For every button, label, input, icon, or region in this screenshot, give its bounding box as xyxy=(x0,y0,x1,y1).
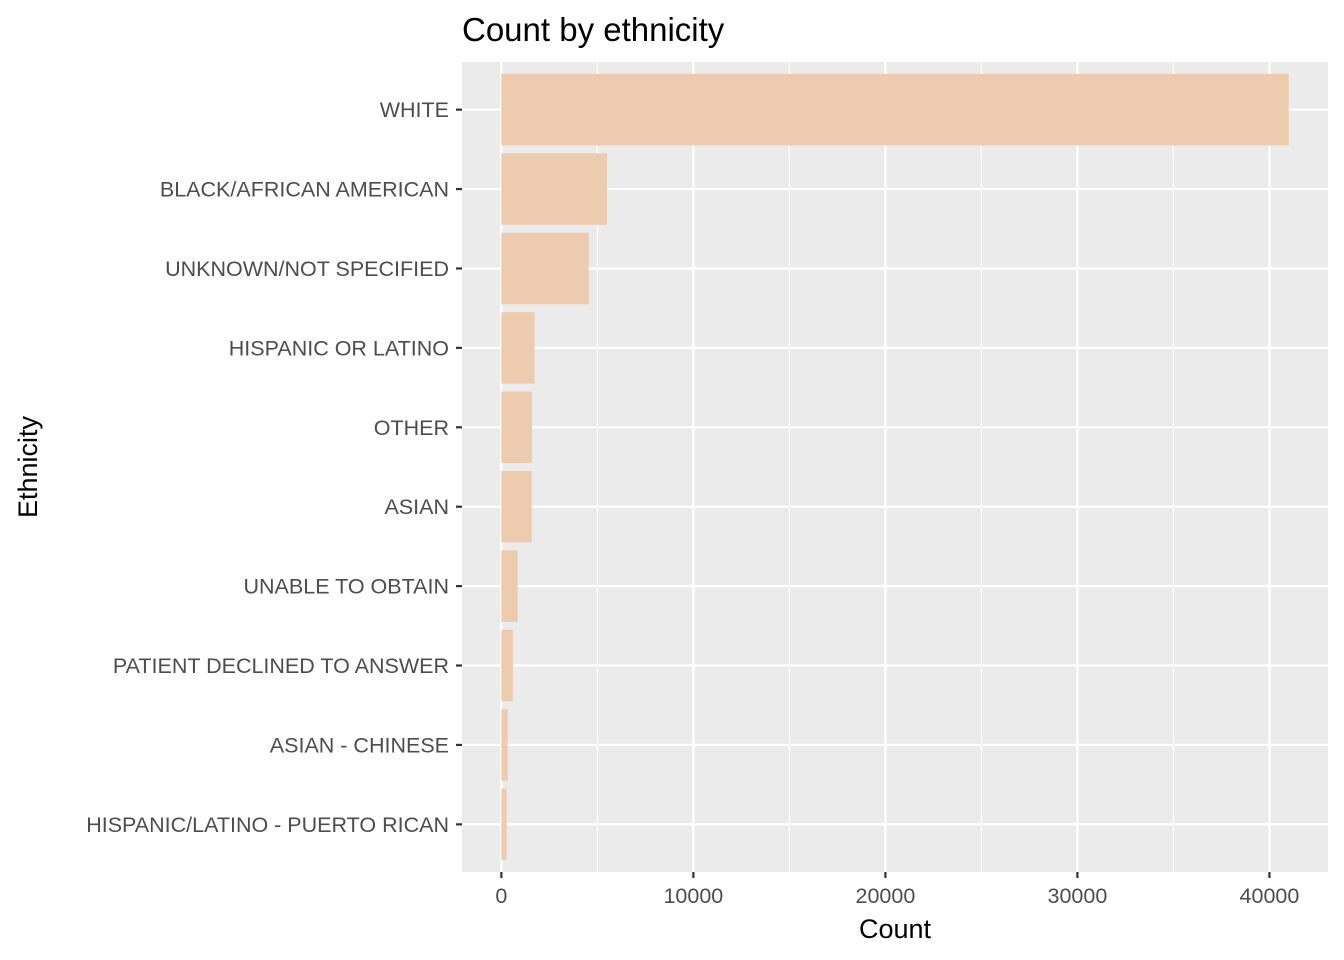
bar xyxy=(501,629,513,702)
bar xyxy=(501,153,607,225)
bar xyxy=(501,312,535,384)
x-tick-label: 20000 xyxy=(856,884,916,908)
bar xyxy=(501,232,589,305)
bar xyxy=(501,73,1289,146)
x-tick-label: 40000 xyxy=(1240,884,1300,908)
x-tick-label: 0 xyxy=(495,884,507,908)
y-axis: WHITE BLACK/AFRICAN AMERICAN UNKNOWN/NOT S… xyxy=(86,98,462,837)
y-tick-label: WHITE xyxy=(380,98,449,122)
x-tick-label: 30000 xyxy=(1048,884,1108,908)
bar xyxy=(501,788,507,861)
bar xyxy=(501,709,508,781)
y-tick-label: ASIAN xyxy=(384,495,449,519)
y-tick-label: UNKNOWN/NOT SPECIFIED xyxy=(165,257,449,281)
y-tick-label: UNABLE TO OBTAIN xyxy=(244,575,450,599)
bar xyxy=(501,391,533,464)
y-axis-title: Ethnicity xyxy=(13,415,43,518)
y-tick-label: PATIENT DECLINED TO ANSWER xyxy=(113,654,449,678)
y-tick-label: HISPANIC/LATINO - PUERTO RICAN xyxy=(86,813,449,837)
bars xyxy=(501,73,1289,861)
y-tick-label: HISPANIC OR LATINO xyxy=(229,336,449,360)
x-tick-label: 10000 xyxy=(663,884,723,908)
y-tick-label: ASIAN - CHINESE xyxy=(270,733,449,757)
chart-title: Count by ethnicity xyxy=(462,11,725,48)
y-tick-label: BLACK/AFRICAN AMERICAN xyxy=(160,178,449,202)
x-axis-title: Count xyxy=(859,914,932,944)
x-axis: 0 10000 20000 30000 40000 xyxy=(495,872,1299,908)
y-tick-label: OTHER xyxy=(374,416,449,440)
bar xyxy=(501,550,518,622)
bar xyxy=(501,470,532,543)
